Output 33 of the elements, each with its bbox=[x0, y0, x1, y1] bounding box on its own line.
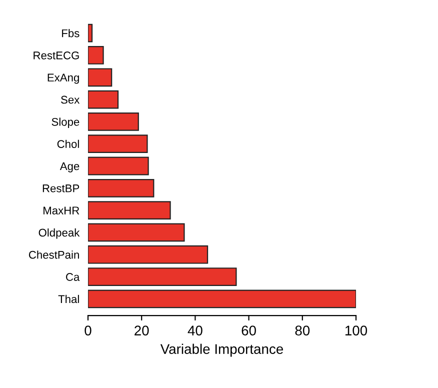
x-axis-title: Variable Importance bbox=[160, 344, 284, 357]
bar bbox=[88, 46, 104, 64]
bar bbox=[88, 134, 148, 154]
y-tick-label: Ca bbox=[66, 273, 80, 281]
x-tick-label: 40 bbox=[188, 326, 202, 336]
y-tick-label: RestBP bbox=[42, 184, 80, 192]
y-tick-label: ChestPain bbox=[28, 250, 79, 259]
x-tick-label: 100 bbox=[345, 326, 368, 336]
bar bbox=[88, 68, 112, 87]
y-tick-label: Thal bbox=[58, 294, 79, 304]
x-tick-label: 20 bbox=[134, 326, 149, 336]
bar bbox=[88, 156, 149, 176]
x-tick-label: 60 bbox=[242, 326, 256, 336]
bar bbox=[88, 290, 356, 308]
y-tick-label: Slope bbox=[52, 118, 80, 128]
y-tick-label: Oldpeak bbox=[38, 228, 80, 239]
y-tick-label: Sex bbox=[61, 96, 80, 104]
bar bbox=[88, 90, 119, 109]
y-tick-label: MaxHR bbox=[44, 206, 80, 214]
y-tick-label: Age bbox=[60, 162, 80, 172]
bar bbox=[88, 24, 93, 42]
bar bbox=[88, 201, 171, 220]
x-tick-label: 0 bbox=[84, 326, 92, 336]
bar bbox=[88, 268, 237, 286]
y-tick-label: Chol bbox=[57, 140, 79, 148]
bar bbox=[88, 178, 154, 198]
bar bbox=[88, 223, 185, 242]
bar bbox=[88, 112, 139, 131]
bar bbox=[88, 245, 208, 264]
y-tick-label: ExAng bbox=[48, 74, 79, 84]
y-tick-label: RestECG bbox=[34, 52, 79, 60]
y-tick-label: Fbs bbox=[62, 29, 80, 38]
x-tick-label: 80 bbox=[295, 326, 310, 336]
